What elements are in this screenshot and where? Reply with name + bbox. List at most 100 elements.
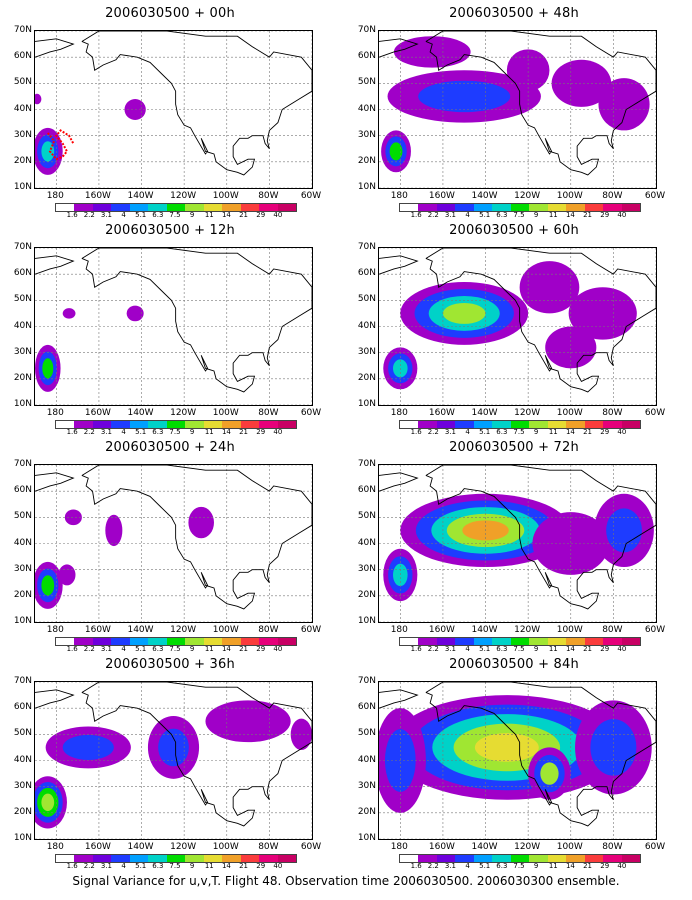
map-panel: 2006030500 + 48h 70N 60N 50N 40N 30N 20N 10N 180… [344, 0, 684, 219]
colorbar-label: 7.5 [513, 645, 525, 653]
colorbar-swatch [547, 638, 567, 645]
colorbar-label: 9 [189, 428, 195, 436]
map-panel: 2006030500 + 24h 70N 60N 50N 40N 30N 20N 10N 180… [0, 434, 340, 653]
colorbar-label: 2.2 [83, 862, 95, 870]
colorbar-label: 40 [273, 428, 283, 436]
latitude-tick-label: 60N [13, 485, 32, 496]
colorbar-swatch [547, 421, 567, 428]
longitude-tick-label: 160W [428, 191, 455, 201]
map-canvas [379, 465, 656, 622]
colorbar-swatch [56, 204, 75, 211]
colorbar-swatch [400, 204, 419, 211]
colorbar-swatch [455, 421, 474, 428]
colorbar-swatch [148, 421, 167, 428]
colorbar-swatch [203, 855, 223, 862]
colorbar [55, 203, 297, 212]
colorbar-label: 9 [533, 645, 539, 653]
colorbar-label: 21 [583, 428, 593, 436]
colorbar-swatch [584, 421, 604, 428]
colorbar-swatch [277, 638, 297, 645]
longitude-tick-label: 60W [644, 408, 666, 418]
variance-contour [474, 733, 539, 762]
colorbar-label: 7.5 [169, 862, 181, 870]
colorbar-label: 14 [565, 645, 575, 653]
latitude-tick-label: 20N [13, 372, 32, 383]
colorbar-swatch [129, 855, 149, 862]
colorbar-label: 5.1 [135, 428, 147, 436]
colorbar-swatch [621, 421, 641, 428]
latitude-tick-label: 20N [357, 155, 376, 166]
colorbar-label: 4 [465, 862, 470, 870]
latitude-tick-label: 40N [357, 754, 376, 765]
colorbar-swatch [111, 638, 130, 645]
colorbar-swatch [621, 855, 641, 862]
colorbar-label: 9 [533, 862, 539, 870]
colorbar-label: 9 [189, 862, 195, 870]
colorbar-swatch [566, 638, 585, 645]
colorbar-swatch [56, 855, 75, 862]
colorbar-swatch [621, 638, 641, 645]
colorbar-swatch [111, 855, 130, 862]
coastline [35, 255, 75, 275]
colorbar-label: 21 [239, 862, 249, 870]
latitude-tick-label: 10N [13, 399, 32, 409]
latitude-tick-label: 10N [13, 182, 32, 192]
colorbar-label: 21 [583, 645, 593, 653]
colorbar-label: 6.3 [152, 428, 164, 436]
longitude-tick-label: 140W [471, 191, 498, 201]
latitude-tick-label: 50N [357, 511, 376, 522]
colorbar-swatch [92, 855, 112, 862]
colorbar-swatch [129, 421, 149, 428]
colorbar-label: 11 [548, 211, 558, 219]
latitude-tick-label: 70N [13, 459, 32, 469]
colorbar-swatch [547, 204, 567, 211]
colorbar-label: 3.1 [444, 862, 456, 870]
longitude-tick-label: 180 [46, 842, 64, 852]
longitude-tick-label: 120W [170, 191, 197, 201]
panel-title: 2006030500 + 24h [105, 440, 235, 455]
variance-contour [105, 514, 123, 547]
colorbar-label: 29 [256, 428, 266, 436]
variance-contour [389, 142, 403, 161]
colorbar-label: 3.1 [444, 645, 456, 653]
colorbar-swatch [259, 638, 278, 645]
variance-contour [540, 762, 559, 785]
colorbar-swatch [436, 855, 456, 862]
longitude-tick-label: 120W [514, 842, 541, 852]
latitude-tick-label: 60N [13, 51, 32, 62]
longitude-tick-label: 180 [390, 408, 408, 418]
colorbar-swatch [166, 421, 186, 428]
colorbar-swatch [621, 204, 641, 211]
longitude-tick-label: 160W [428, 408, 455, 418]
longitude-tick-label: 100W [556, 408, 583, 418]
colorbar-label: 11 [204, 645, 214, 653]
colorbar-swatch [240, 855, 260, 862]
colorbar-swatch [400, 638, 419, 645]
longitude-tick-label: 180 [390, 842, 408, 852]
colorbar-label: 14 [565, 428, 575, 436]
latitude-tick-label: 70N [13, 676, 32, 686]
colorbar-label: 1.6 [66, 645, 78, 653]
colorbar-swatch [74, 421, 93, 428]
variance-contour [41, 141, 55, 162]
latitude-tick-label: 60N [357, 51, 376, 62]
latitude-tick-label: 30N [357, 129, 376, 140]
colorbar-label: 2.2 [427, 862, 439, 870]
coastline [425, 682, 656, 827]
colorbar-label: 9 [189, 645, 195, 653]
colorbar-swatch [277, 421, 297, 428]
variance-contour [42, 358, 54, 379]
latitude-tick-label: 50N [357, 77, 376, 88]
colorbar [55, 854, 297, 863]
figure-caption: Signal Variance for u,v,T. Flight 48. Ob… [72, 874, 620, 888]
latitude-tick-label: 30N [13, 563, 32, 574]
panel-title: 2006030500 + 00h [105, 6, 235, 21]
latitude-tick-label: 60N [357, 702, 376, 713]
variance-contour [126, 305, 144, 322]
colorbar-swatch [74, 638, 93, 645]
colorbar-swatch [129, 638, 149, 645]
colorbar-label: 11 [548, 862, 558, 870]
colorbar-swatch [455, 855, 474, 862]
longitude-tick-label: 100W [212, 191, 239, 201]
map-canvas [35, 465, 312, 622]
